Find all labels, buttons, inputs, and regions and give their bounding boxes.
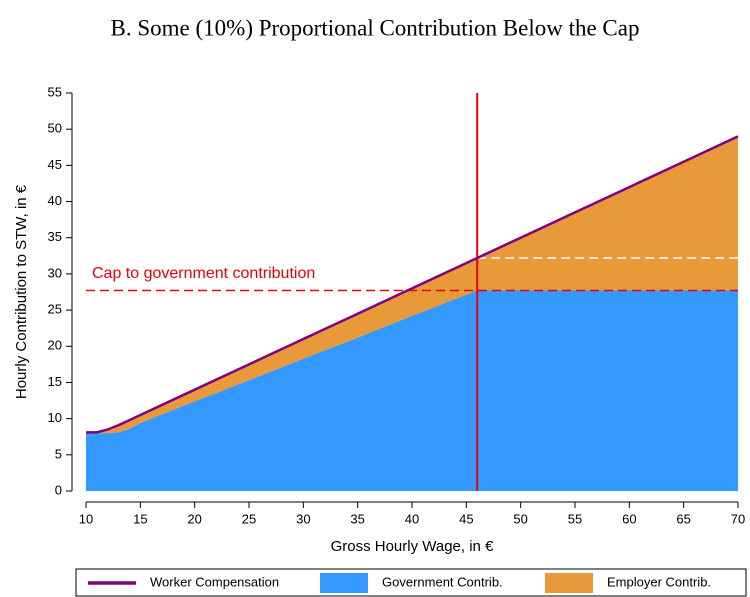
x-tick-label: 55 [568, 511, 582, 526]
y-tick-label: 5 [55, 446, 62, 461]
legend-swatch [545, 573, 593, 593]
y-tick-label: 55 [48, 84, 62, 99]
x-tick-label: 25 [242, 511, 256, 526]
x-tick-label: 15 [133, 511, 147, 526]
x-tick-label: 40 [405, 511, 419, 526]
x-tick-label: 50 [513, 511, 527, 526]
x-tick-label: 65 [676, 511, 690, 526]
y-tick-label: 50 [48, 121, 62, 136]
legend-label: Worker Compensation [150, 574, 279, 589]
x-tick-label: 35 [350, 511, 364, 526]
y-tick-label: 15 [48, 374, 62, 389]
chart-title: B. Some (10%) Proportional Contribution … [111, 15, 640, 40]
line [86, 135, 739, 434]
y-tick-label: 0 [55, 482, 62, 497]
area [86, 290, 738, 491]
x-axis-label: Gross Hourly Wage, in € [331, 538, 494, 555]
legend-label: Employer Contrib. [607, 574, 711, 589]
x-tick-label: 60 [622, 511, 636, 526]
y-tick-label: 20 [48, 338, 62, 353]
y-tick-label: 30 [48, 265, 62, 280]
y-tick-label: 35 [48, 229, 62, 244]
x-tick-label: 10 [79, 511, 93, 526]
y-tick-label: 45 [48, 157, 62, 172]
y-tick-label: 40 [48, 193, 62, 208]
cap-label: Cap to government contribution [92, 265, 315, 282]
x-tick-label: 30 [296, 511, 310, 526]
x-tick-label: 70 [731, 511, 745, 526]
legend-swatch [320, 573, 368, 593]
legend-label: Government Contrib. [382, 574, 503, 589]
y-tick-label: 10 [48, 410, 62, 425]
legend [75, 568, 747, 597]
y-axis-label: Hourly Contribution to STW, in € [13, 184, 30, 399]
area [86, 136, 738, 434]
x-tick-label: 20 [187, 511, 201, 526]
x-tick-label: 45 [459, 511, 473, 526]
y-tick-label: 25 [48, 302, 62, 317]
